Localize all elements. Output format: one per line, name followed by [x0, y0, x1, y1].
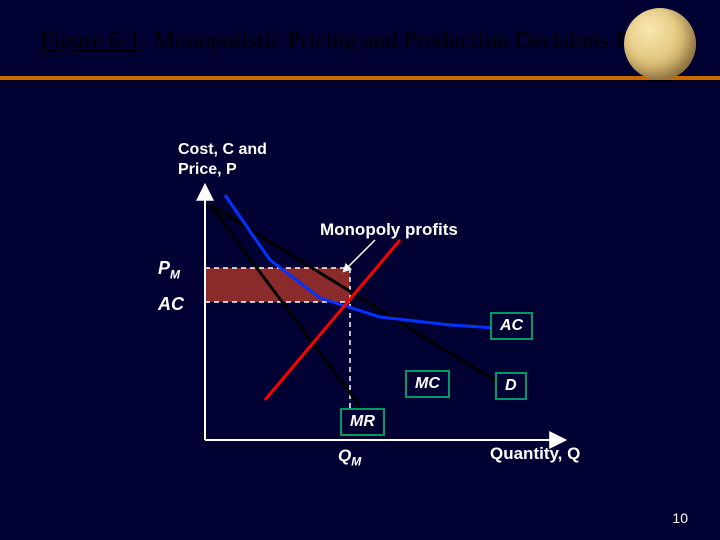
title-rule-black [0, 80, 720, 82]
figure-title-rest: : Monopolistic Pricing and Production De… [141, 28, 665, 54]
annotation-monopoly-profits: Monopoly profits [320, 220, 458, 240]
slide-title: Figure 6-1: Monopolistic Pricing and Pro… [40, 28, 680, 55]
page-number: 10 [672, 510, 688, 526]
y-tick-ac: AC [158, 294, 184, 315]
figure-number: Figure 6-1 [40, 28, 141, 54]
x-tick-qm: QM [338, 446, 361, 468]
x-axis-label: Quantity, Q [490, 444, 580, 464]
globe-icon [624, 8, 696, 80]
curve-label-ac: AC [490, 312, 533, 340]
curve-label-mr: MR [340, 408, 385, 436]
curve-label-mc: MC [405, 370, 450, 398]
curve-label-demand: D [495, 372, 527, 400]
y-tick-pm: PM [158, 258, 180, 282]
monopoly-chart: Cost, C andPrice, P PM AC Monopoly profi… [150, 140, 590, 480]
